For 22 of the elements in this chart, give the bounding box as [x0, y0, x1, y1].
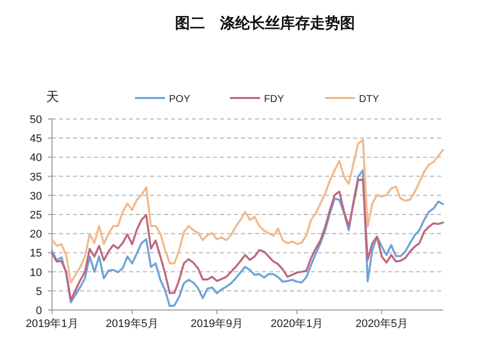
- x-tick-label: 2019年5月: [106, 318, 158, 330]
- legend-label: FDY: [264, 94, 284, 105]
- y-tick-label: 50: [30, 114, 42, 126]
- y-tick-label: 5: [36, 286, 42, 298]
- y-tick-label: 0: [36, 305, 42, 317]
- legend-label: DTY: [359, 94, 380, 105]
- x-tick-label: 2019年1月: [26, 318, 78, 330]
- x-tick-label: 2019年9月: [190, 318, 244, 330]
- y-tick-label: 30: [30, 190, 42, 202]
- line-series: [51, 139, 444, 284]
- y-tick-label: 40: [30, 152, 42, 164]
- y-tick-label: 15: [30, 248, 42, 260]
- x-tick-label: 2020年1月: [270, 318, 324, 330]
- y-tick-label: 35: [30, 171, 42, 184]
- y-tick-label: 25: [30, 210, 42, 222]
- y-tick-label: 10: [30, 266, 42, 279]
- legend-label: POY: [169, 94, 190, 105]
- y-tick-label: 20: [30, 228, 42, 241]
- x-tick-label: 2020年5月: [355, 318, 408, 330]
- y-tick-label: 45: [30, 133, 42, 146]
- y-axis-title: 天: [46, 89, 59, 104]
- chart-title: 图二 涤纶长丝库存走势图: [175, 14, 355, 32]
